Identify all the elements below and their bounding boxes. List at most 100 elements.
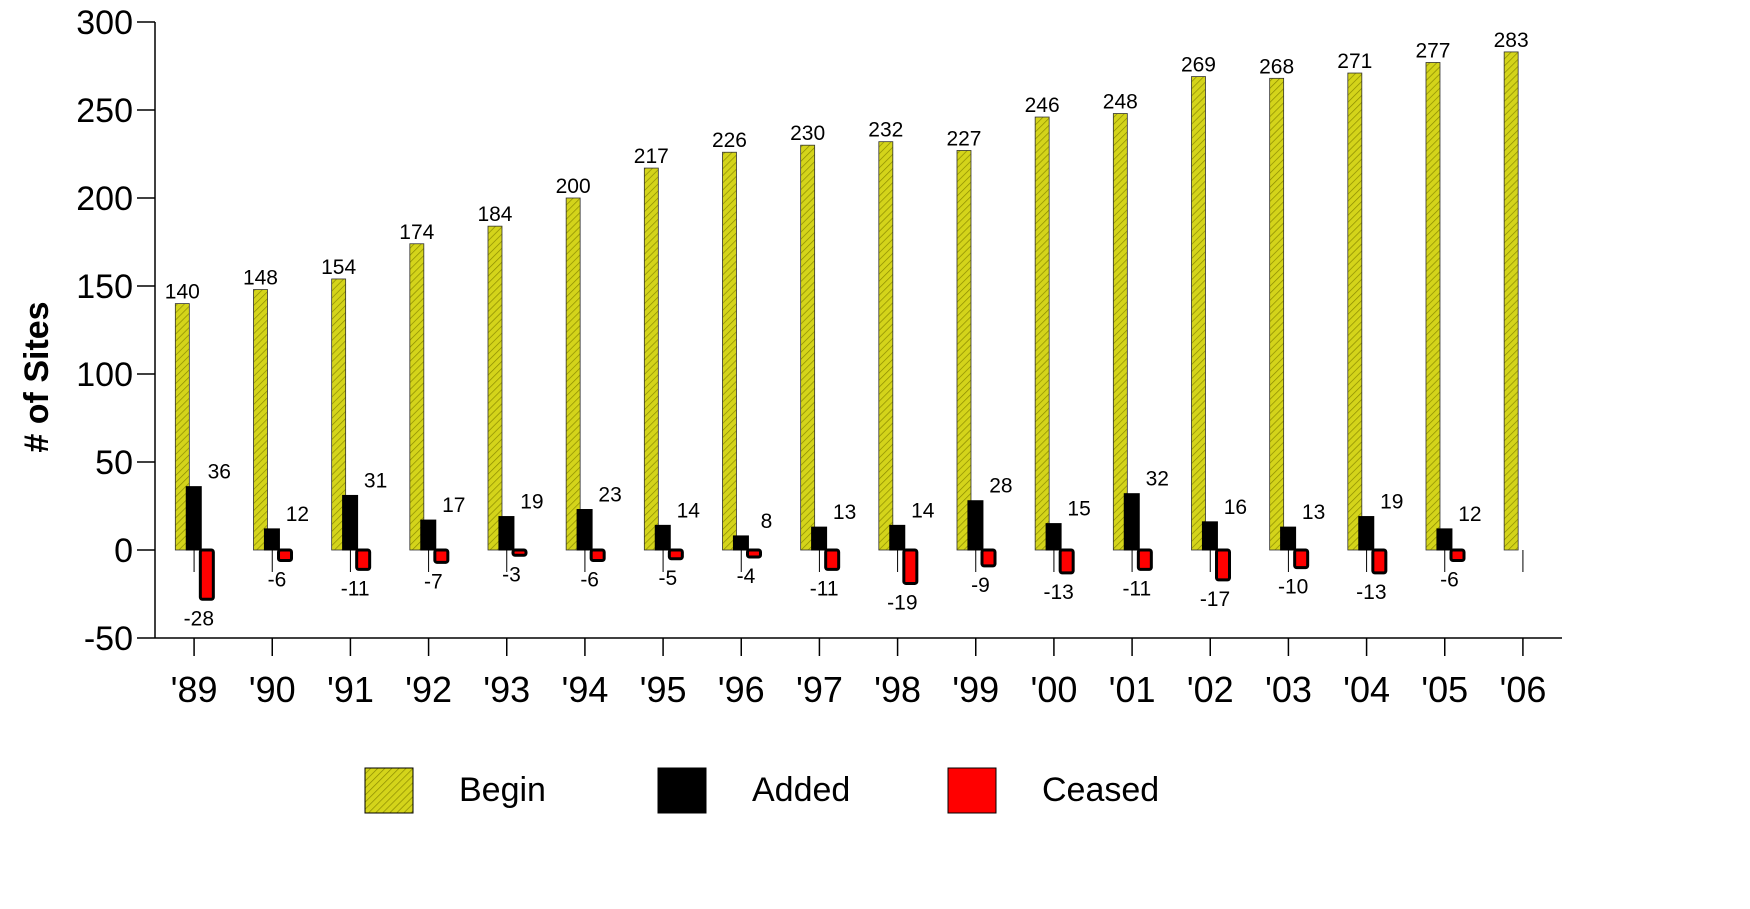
bar-begin xyxy=(253,289,268,551)
legend-swatch-ceased xyxy=(947,767,997,814)
data-label-ceased: -5 xyxy=(658,567,677,590)
data-label-ceased: -9 xyxy=(971,574,990,597)
y-axis-title: # of Sites xyxy=(18,301,56,452)
data-label-begin: 200 xyxy=(556,175,591,198)
data-label-begin: 227 xyxy=(946,127,981,150)
data-label-added: 16 xyxy=(1224,496,1247,519)
bar-begin xyxy=(722,151,737,551)
bar-ceased xyxy=(355,548,372,571)
data-label-added: 19 xyxy=(1380,491,1403,514)
bar-begin xyxy=(1269,77,1285,551)
legend-label-ceased: Ceased xyxy=(1042,771,1159,809)
bar-ceased xyxy=(824,548,841,571)
data-label-added: 17 xyxy=(442,494,465,517)
bar-ceased xyxy=(1136,548,1153,571)
bar-ceased xyxy=(198,548,215,601)
data-label-ceased: -13 xyxy=(1043,581,1073,604)
y-tick-label: 300 xyxy=(76,4,133,42)
bar-ceased xyxy=(902,548,919,585)
bar-begin xyxy=(331,278,347,551)
data-label-ceased: -17 xyxy=(1200,588,1230,611)
bar-ceased xyxy=(667,548,684,561)
legend-swatch-begin xyxy=(364,767,414,814)
x-tick-label: '94 xyxy=(561,669,608,710)
bar-begin xyxy=(1112,113,1128,551)
data-label-added: 8 xyxy=(761,510,773,533)
bar-ceased xyxy=(1293,548,1310,570)
x-tick-label: '02 xyxy=(1187,669,1234,710)
y-tick-label: 50 xyxy=(95,444,133,482)
bar-begin xyxy=(1034,116,1050,551)
data-label-added: 23 xyxy=(598,484,621,507)
data-label-added: 19 xyxy=(520,491,543,514)
x-tick-label: '98 xyxy=(874,669,921,710)
bar-begin xyxy=(800,144,816,551)
bar-added xyxy=(889,524,906,551)
bar-ceased xyxy=(746,548,763,559)
x-tick-label: '04 xyxy=(1343,669,1390,710)
data-label-added: 15 xyxy=(1067,498,1090,521)
bar-added xyxy=(420,519,437,551)
data-label-begin: 248 xyxy=(1103,91,1138,114)
bar-added xyxy=(1123,493,1140,551)
data-label-begin: 148 xyxy=(243,267,278,290)
legend-label-begin: Begin xyxy=(459,771,546,809)
legend-swatch-added xyxy=(657,767,707,814)
x-tick-label: '97 xyxy=(796,669,843,710)
bar-added xyxy=(1358,516,1375,551)
bar-added xyxy=(263,528,280,551)
bar-begin xyxy=(643,167,659,551)
bar-begin xyxy=(1191,76,1206,551)
bar-begin xyxy=(878,141,894,551)
data-label-begin: 154 xyxy=(321,256,356,279)
bar-added xyxy=(654,524,671,551)
data-label-begin: 140 xyxy=(165,281,200,304)
x-tick-label: '01 xyxy=(1109,669,1156,710)
data-label-begin: 217 xyxy=(634,145,669,168)
x-tick-label: '96 xyxy=(718,669,765,710)
x-tick-label: '99 xyxy=(952,669,999,710)
bar-added xyxy=(967,500,984,551)
bar-begin xyxy=(1347,72,1363,551)
y-tick-label: 0 xyxy=(114,532,133,570)
data-label-begin: 269 xyxy=(1181,54,1216,77)
data-label-added: 13 xyxy=(1302,501,1325,524)
data-label-begin: 271 xyxy=(1337,50,1372,73)
x-tick-label: '03 xyxy=(1265,669,1312,710)
x-tick-label: '00 xyxy=(1030,669,1077,710)
bar-ceased xyxy=(433,548,450,564)
x-tick-label: '05 xyxy=(1421,669,1468,710)
bar-ceased xyxy=(511,548,528,557)
bar-ceased xyxy=(1215,548,1232,582)
legend: Begin Added Ceased xyxy=(364,767,1159,814)
data-label-added: 31 xyxy=(364,469,387,492)
y-tick-label: 200 xyxy=(76,180,133,218)
data-label-begin: 226 xyxy=(712,129,747,152)
data-label-ceased: -10 xyxy=(1278,576,1308,599)
data-label-added: 13 xyxy=(833,501,856,524)
bar-ceased xyxy=(1371,548,1388,575)
bar-begin xyxy=(409,243,425,551)
bar-added xyxy=(811,526,828,551)
legend-label-added: Added xyxy=(752,771,850,809)
data-label-added: 14 xyxy=(677,499,701,522)
bar-begin xyxy=(487,225,503,551)
bar-added xyxy=(1201,521,1218,551)
data-label-begin: 283 xyxy=(1494,29,1529,52)
data-label-ceased: -7 xyxy=(424,570,443,593)
data-label-begin: 174 xyxy=(399,221,434,244)
data-label-ceased: -28 xyxy=(184,607,214,630)
data-label-begin: 230 xyxy=(790,122,825,145)
y-tick-label: 150 xyxy=(76,268,133,306)
data-label-added: 14 xyxy=(911,499,935,522)
data-label-begin: 268 xyxy=(1259,55,1294,78)
bar-added xyxy=(732,535,749,551)
data-label-ceased: -4 xyxy=(737,565,756,588)
x-tick-label: '89 xyxy=(171,669,218,710)
data-label-begin: 277 xyxy=(1415,39,1450,62)
data-label-ceased: -11 xyxy=(810,577,839,600)
x-tick-label: '91 xyxy=(327,669,374,710)
bar-ceased xyxy=(1058,548,1075,575)
bar-ceased xyxy=(980,548,997,568)
